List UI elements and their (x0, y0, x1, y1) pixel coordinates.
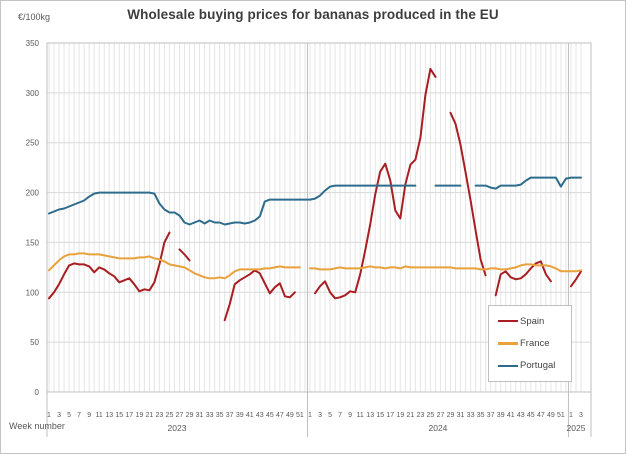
week-tick-label: 45 (527, 412, 535, 419)
week-tick-label: 17 (386, 412, 394, 419)
week-tick-label: 31 (457, 412, 465, 419)
week-tick-label: 49 (286, 412, 294, 419)
week-tick-label: 23 (156, 412, 164, 419)
week-tick-label: 11 (96, 412, 103, 419)
week-tick-label: 37 (487, 412, 495, 419)
week-tick-label: 11 (357, 412, 364, 419)
week-tick-label: 35 (477, 412, 485, 419)
week-tick-label: 31 (196, 412, 204, 419)
week-tick-label: 45 (266, 412, 274, 419)
week-tick-label: 13 (105, 412, 113, 419)
week-tick-label: 23 (416, 412, 424, 419)
portugal-line-swatch (498, 364, 518, 368)
week-tick-label: 33 (467, 412, 475, 419)
legend-label-portugal: Portugal (520, 360, 556, 372)
week-tick-label: 9 (348, 412, 352, 419)
week-tick-label: 5 (67, 412, 71, 419)
week-tick-label: 3 (318, 412, 322, 419)
week-tick-label: 15 (376, 412, 384, 419)
week-tick-label: 1 (47, 412, 51, 419)
week-tick-label: 33 (206, 412, 214, 419)
y-tick-label: 200 (26, 189, 40, 198)
series-france-line (48, 252, 582, 280)
week-tick-label: 51 (296, 412, 304, 419)
legend-label-france: France (520, 337, 550, 349)
y-tick-label: 350 (26, 39, 40, 48)
year-label: 2024 (429, 423, 448, 433)
week-tick-label: 1 (569, 412, 573, 419)
week-tick-label: 43 (256, 412, 264, 419)
y-tick-label: 100 (26, 288, 40, 297)
year-label: 2025 (567, 423, 586, 433)
legend-item-spain: Spain (498, 316, 567, 327)
y-axis-unit-label: €/100kg (18, 12, 51, 22)
week-tick-label: 9 (87, 412, 91, 419)
week-tick-label: 25 (166, 412, 174, 419)
week-tick-label: 47 (276, 412, 284, 419)
year-label: 2023 (168, 423, 187, 433)
week-tick-label: 21 (145, 412, 153, 419)
week-number-axis-label: Week number (9, 421, 65, 431)
series-spain-line (48, 67, 582, 322)
week-tick-label: 41 (507, 412, 515, 419)
week-tick-label: 17 (125, 412, 133, 419)
week-tick-label: 37 (226, 412, 234, 419)
week-tick-label: 29 (186, 412, 194, 419)
week-tick-label: 3 (579, 412, 583, 419)
week-tick-label: 15 (115, 412, 123, 419)
week-tick-label: 5 (328, 412, 332, 419)
week-tick-label: 25 (427, 412, 435, 419)
week-tick-label: 27 (176, 412, 184, 419)
week-tick-label: 39 (236, 412, 244, 419)
week-tick-label: 19 (135, 412, 143, 419)
week-tick-label: 3 (57, 412, 61, 419)
week-tick-label: 29 (447, 412, 455, 419)
y-tick-label: 250 (26, 139, 40, 148)
france-line-swatch (498, 342, 518, 345)
y-tick-label: 50 (30, 338, 39, 347)
y-tick-label: 0 (35, 388, 40, 397)
legend: Spain France Portugal (488, 305, 572, 382)
y-tick-label: 300 (26, 89, 40, 98)
week-tick-label: 35 (216, 412, 224, 419)
week-tick-label: 7 (77, 412, 81, 419)
series-portugal-line (48, 176, 582, 226)
spain-line-swatch (498, 319, 518, 323)
week-tick-label: 13 (366, 412, 374, 419)
week-tick-label: 47 (537, 412, 545, 419)
week-tick-label: 21 (406, 412, 414, 419)
legend-item-portugal: Portugal (498, 360, 567, 371)
week-tick-label: 49 (547, 412, 555, 419)
week-tick-label: 39 (497, 412, 505, 419)
week-tick-label: 19 (396, 412, 404, 419)
week-tick-label: 41 (246, 412, 254, 419)
week-tick-label: 51 (557, 412, 565, 419)
week-tick-label: 27 (437, 412, 445, 419)
y-tick-label: 150 (26, 238, 40, 247)
legend-label-spain: Spain (520, 315, 545, 327)
week-tick-label: 1 (308, 412, 312, 419)
week-tick-label: 43 (517, 412, 525, 419)
legend-item-france: France (498, 338, 567, 349)
chart-title: Wholesale buying prices for bananas prod… (127, 7, 499, 22)
week-tick-label: 7 (338, 412, 342, 419)
